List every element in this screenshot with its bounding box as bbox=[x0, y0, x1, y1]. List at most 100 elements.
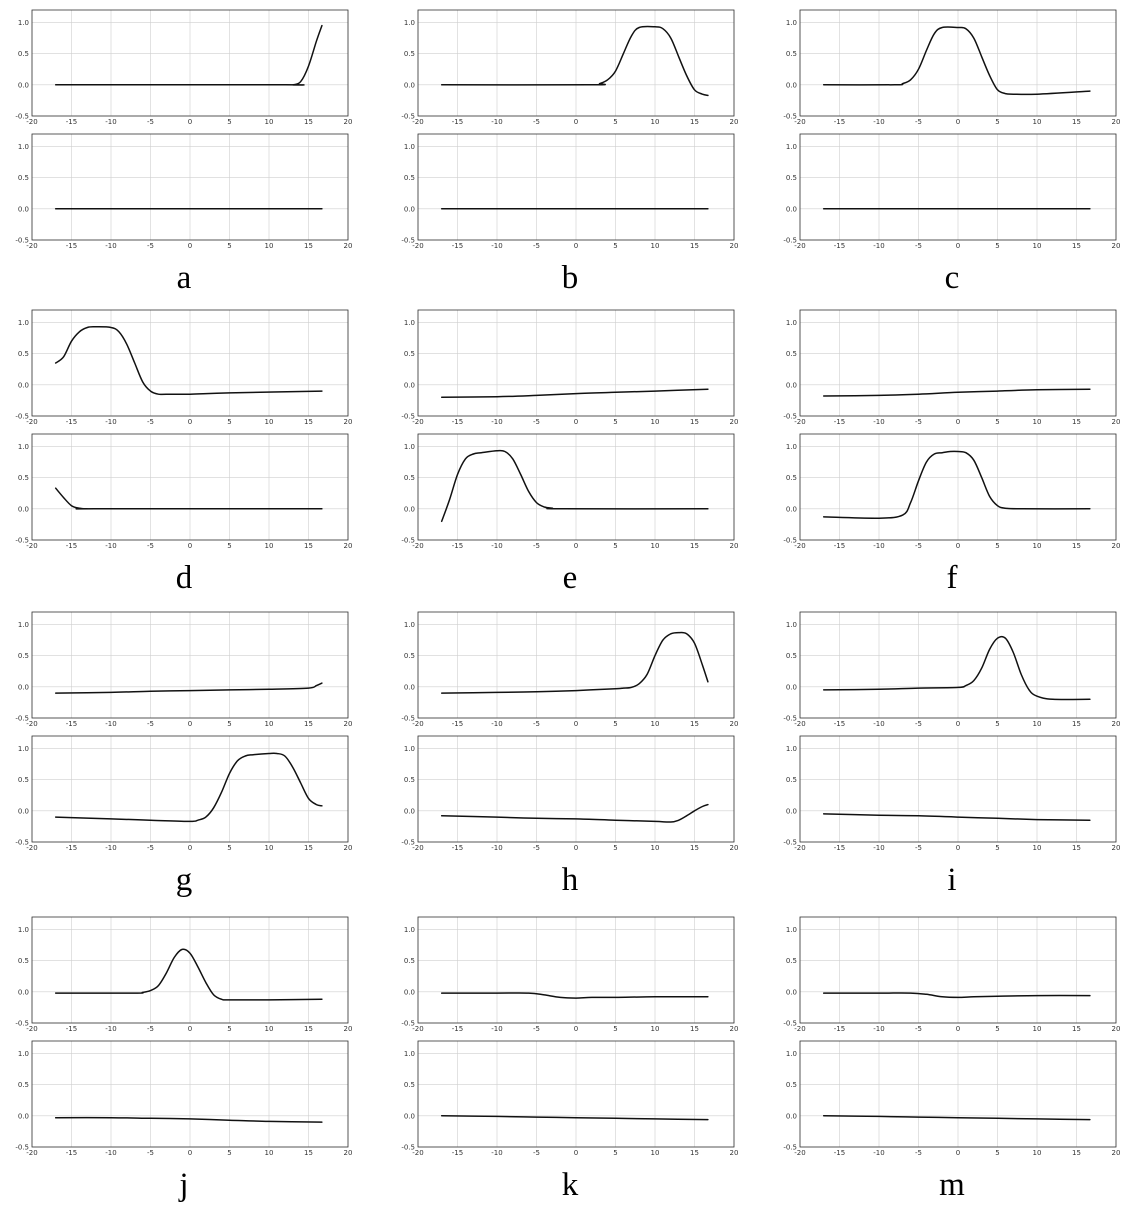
x-tick-label: 0 bbox=[574, 542, 578, 550]
x-tick-label: 10 bbox=[1033, 1025, 1042, 1033]
x-tick-label: -10 bbox=[105, 242, 116, 250]
y-tick-label: -0.5 bbox=[15, 1144, 29, 1152]
axis-frame bbox=[417, 309, 735, 417]
x-tick-label: 5 bbox=[227, 118, 231, 126]
x-tick-label: -15 bbox=[452, 118, 463, 126]
panel-label: h bbox=[562, 862, 579, 898]
y-tick-label: 0.0 bbox=[786, 505, 797, 513]
x-tick-label: -10 bbox=[873, 118, 884, 126]
x-tick-label: -10 bbox=[105, 118, 116, 126]
series-line-b-top bbox=[440, 25, 709, 97]
x-tick-label: -5 bbox=[147, 418, 154, 426]
y-tick-label: 0.5 bbox=[18, 50, 29, 58]
y-tick-label: 1.0 bbox=[786, 621, 797, 629]
y-tick-label: 1.0 bbox=[404, 1050, 415, 1058]
y-tick-label: 0.5 bbox=[18, 776, 29, 784]
y-tick-label: 0.0 bbox=[18, 988, 29, 996]
x-tick-label: 0 bbox=[188, 1025, 192, 1033]
x-tick-label: 5 bbox=[613, 542, 617, 550]
x-tick-label: -20 bbox=[26, 720, 37, 728]
x-tick-label: 0 bbox=[956, 242, 960, 250]
series-line-h-bottom bbox=[440, 803, 709, 823]
x-tick-label: -20 bbox=[794, 542, 805, 550]
axes-f-top: -20 -15 -10 -5 0 5 10 15 20 -0.5 0.0 0.5 1.0 bbox=[783, 309, 1121, 426]
x-tick-label: 15 bbox=[304, 118, 313, 126]
series-line-h-top bbox=[440, 631, 709, 694]
x-tick-label: -15 bbox=[834, 1149, 845, 1157]
y-tick-label: 0.0 bbox=[786, 807, 797, 815]
panel-label: c bbox=[945, 260, 960, 296]
x-tick-label: 5 bbox=[613, 1149, 617, 1157]
y-tick-label: 1.0 bbox=[18, 443, 29, 451]
y-tick-label: -0.5 bbox=[15, 839, 29, 847]
x-tick-label: 0 bbox=[188, 242, 192, 250]
x-tick-label: 20 bbox=[1112, 118, 1121, 126]
x-tick-label: -10 bbox=[873, 1025, 884, 1033]
y-tick-label: -0.5 bbox=[15, 413, 29, 421]
x-tick-label: 0 bbox=[574, 1025, 578, 1033]
x-tick-label: -10 bbox=[491, 720, 502, 728]
x-tick-label: 0 bbox=[574, 242, 578, 250]
axes-j-bottom: -20 -15 -10 -5 0 5 10 15 20 -0.5 0.0 0.5 1.0 bbox=[15, 1040, 352, 1157]
axis-frame bbox=[799, 1040, 1117, 1148]
y-tick-label: 1.0 bbox=[786, 1050, 797, 1058]
x-tick-label: -15 bbox=[66, 542, 77, 550]
x-tick-label: 15 bbox=[690, 242, 699, 250]
x-tick-label: -15 bbox=[66, 418, 77, 426]
x-tick-label: 0 bbox=[188, 418, 192, 426]
x-tick-label: 5 bbox=[227, 242, 231, 250]
axes-g-bottom: -20 -15 -10 -5 0 5 10 15 20 -0.5 0.0 0.5 1.0 bbox=[15, 735, 352, 852]
y-tick-label: 1.0 bbox=[18, 143, 29, 151]
y-tick-label: 0.0 bbox=[404, 381, 415, 389]
x-tick-label: -20 bbox=[26, 242, 37, 250]
y-tick-label: -0.5 bbox=[401, 413, 415, 421]
x-tick-label: -20 bbox=[794, 118, 805, 126]
series-line-i-top bbox=[822, 635, 1091, 701]
y-tick-label: 1.0 bbox=[18, 926, 29, 934]
axes-k-bottom: -20 -15 -10 -5 0 5 10 15 20 -0.5 0.0 0.5 1.0 bbox=[401, 1040, 738, 1157]
y-tick-label: 0.5 bbox=[404, 1081, 415, 1089]
x-tick-label: 20 bbox=[1112, 1025, 1121, 1033]
y-tick-label: 0.0 bbox=[786, 81, 797, 89]
x-tick-label: 20 bbox=[730, 418, 739, 426]
y-tick-label: -0.5 bbox=[783, 113, 797, 121]
x-tick-label: -5 bbox=[147, 242, 154, 250]
y-tick-label: 0.0 bbox=[404, 807, 415, 815]
x-tick-label: 5 bbox=[613, 242, 617, 250]
x-tick-label: 10 bbox=[651, 118, 660, 126]
x-tick-label: 15 bbox=[1072, 418, 1081, 426]
axis-frame bbox=[799, 735, 1117, 843]
x-tick-label: -5 bbox=[147, 1025, 154, 1033]
y-tick-label: -0.5 bbox=[783, 1020, 797, 1028]
x-tick-label: 5 bbox=[995, 118, 999, 126]
series-line-d-bottom bbox=[54, 487, 323, 510]
x-tick-label: 15 bbox=[304, 1149, 313, 1157]
x-tick-label: -5 bbox=[147, 720, 154, 728]
x-tick-label: -5 bbox=[915, 720, 922, 728]
y-tick-label: 0.5 bbox=[786, 776, 797, 784]
y-tick-label: 0.5 bbox=[404, 350, 415, 358]
x-tick-label: 20 bbox=[730, 242, 739, 250]
x-tick-label: -20 bbox=[26, 1025, 37, 1033]
y-tick-label: 0.0 bbox=[786, 381, 797, 389]
x-tick-label: 20 bbox=[1112, 418, 1121, 426]
x-tick-label: -10 bbox=[105, 418, 116, 426]
x-tick-label: 5 bbox=[995, 418, 999, 426]
panel-label: b bbox=[562, 260, 579, 296]
y-tick-label: 0.0 bbox=[786, 205, 797, 213]
x-tick-label: 20 bbox=[1112, 242, 1121, 250]
x-tick-label: 5 bbox=[227, 418, 231, 426]
x-tick-label: -20 bbox=[794, 1025, 805, 1033]
axis-frame bbox=[31, 133, 349, 241]
series-line-j-bottom bbox=[54, 1116, 323, 1123]
x-tick-label: 10 bbox=[265, 542, 274, 550]
y-tick-label: 0.5 bbox=[18, 474, 29, 482]
series-line-k-bottom bbox=[440, 1115, 709, 1121]
x-tick-label: 20 bbox=[730, 720, 739, 728]
y-tick-label: 1.0 bbox=[404, 621, 415, 629]
axis-frame bbox=[417, 433, 735, 541]
x-tick-label: -10 bbox=[105, 720, 116, 728]
y-tick-label: 0.5 bbox=[404, 474, 415, 482]
x-tick-label: -15 bbox=[452, 720, 463, 728]
